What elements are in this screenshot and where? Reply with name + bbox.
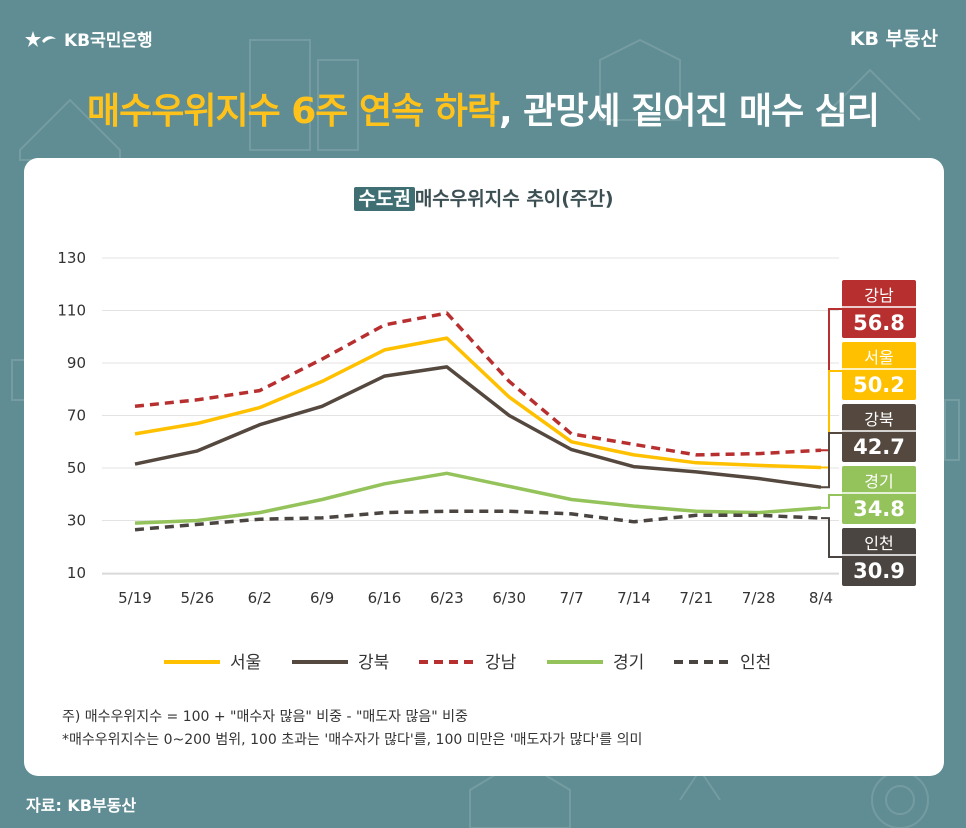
end-label-value: 42.7	[853, 435, 905, 459]
x-tick-label: 8/4	[809, 589, 833, 607]
legend-label: 강남	[485, 653, 517, 673]
end-label-box	[842, 342, 916, 400]
end-label-connector	[821, 308, 842, 452]
legend-label: 경기	[613, 653, 644, 673]
x-tick-label: 6/16	[368, 589, 402, 607]
end-label-box	[842, 528, 916, 586]
series-line-seoul	[134, 336, 822, 470]
end-label-name: 서울	[864, 348, 893, 367]
end-label-connector	[821, 494, 842, 509]
chart-title-tag: 수도권	[354, 187, 415, 211]
brand-right: KB 부동산	[849, 28, 938, 50]
end-label-connector	[821, 517, 842, 558]
kb-star-icon	[25, 30, 56, 47]
series-line-gangbuk	[134, 365, 822, 489]
legend-label: 인천	[740, 653, 771, 673]
end-label-connector	[821, 432, 842, 489]
end-label-name: 강남	[864, 286, 894, 305]
x-tick-label: 5/26	[181, 589, 215, 607]
note-line: 주) 매수우위지수 = 100 + "매수자 많음" 비중 - "매도자 많음"…	[62, 709, 468, 725]
end-label-box	[842, 404, 916, 462]
x-tick-label: 7/21	[679, 589, 713, 607]
y-tick-label: 10	[67, 564, 86, 582]
x-tick-label: 6/9	[310, 589, 334, 607]
x-tick-label: 5/19	[118, 589, 152, 607]
x-tick-label: 6/30	[492, 589, 526, 607]
page-headline: 매수우위지수 6주 연속 하락, 관망세 짙어진 매수 심리	[0, 82, 966, 134]
note-line: *매수우위지수는 0~200 범위, 100 초과는 '매수자가 많다'를, 1…	[62, 732, 643, 748]
chart-title: 수도권 매수우위지수 추이(주간)	[24, 184, 944, 211]
x-tick-label: 7/7	[559, 589, 583, 607]
x-tick-label: 6/2	[248, 589, 272, 607]
y-tick-label: 30	[67, 512, 86, 530]
y-tick-label: 110	[57, 302, 86, 320]
source-credit: 자료: KB부동산	[26, 796, 137, 815]
kb-kookmin-bank-logo: KB국민은행	[24, 26, 153, 51]
end-label-value: 50.2	[853, 373, 905, 397]
end-label-box	[842, 280, 916, 338]
chart-title-text: 매수우위지수 추이(주간)	[414, 188, 614, 210]
end-label-name: 인천	[864, 534, 893, 553]
y-tick-label: 90	[67, 354, 86, 372]
legend-label: 강북	[358, 653, 389, 673]
line-chart: 130 110 90 70 50 30 10 5/19 5/26 6/2 6/9 6/16 6/23 6/…	[57, 249, 916, 673]
end-label-value: 34.8	[853, 497, 905, 521]
y-tick-label: 130	[57, 249, 86, 267]
x-tick-label: 7/28	[742, 589, 776, 607]
series-line-gangnam	[134, 311, 822, 457]
legend-label: 서울	[230, 653, 261, 673]
end-label-name: 경기	[864, 472, 893, 491]
y-tick-label: 70	[67, 407, 86, 425]
headline-rest: , 관망세 짙어진 매수 심리	[498, 91, 880, 132]
y-tick-label: 50	[67, 459, 86, 477]
x-tick-label: 7/14	[617, 589, 651, 607]
chart-notes: 주) 매수우위지수 = 100 + "매수자 많음" 비중 - "매도자 많음"…	[62, 706, 642, 752]
end-label-value: 30.9	[853, 559, 905, 583]
x-tick-label: 6/23	[430, 589, 464, 607]
end-label-name: 강북	[864, 410, 893, 429]
end-label-connector	[821, 370, 842, 469]
brand-left-text: KB국민은행	[64, 31, 153, 51]
series-line-incheon	[134, 509, 822, 532]
headline-highlight: 매수우위지수 6주 연속 하락	[87, 91, 500, 132]
series-line-gyeonggi	[134, 471, 822, 525]
end-label-box	[842, 466, 916, 524]
end-label-value: 56.8	[853, 311, 905, 335]
chart-card: 수도권 매수우위지수 추이(주간) 130 110 90 70 50 30 10 5/19 5/2…	[24, 158, 944, 776]
